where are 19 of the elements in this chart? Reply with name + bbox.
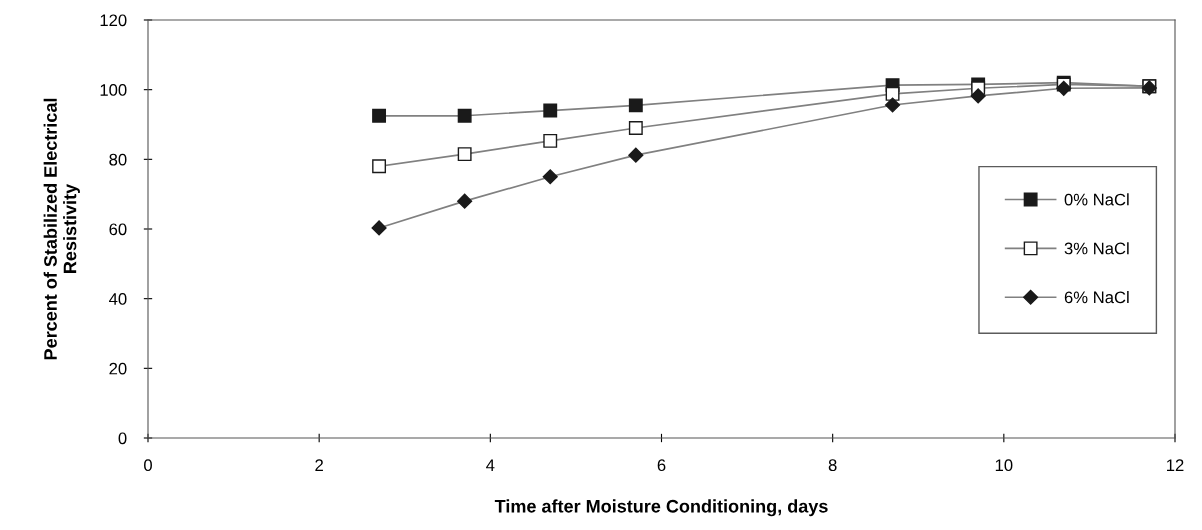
y-axis-title: Percent of Stabilized Electrical Resistivity bbox=[43, 98, 80, 360]
x-axis-title: Time after Moisture Conditioning, days bbox=[494, 499, 828, 517]
y-tick-label: 120 bbox=[100, 14, 127, 27]
y-tick-label: 40 bbox=[109, 293, 127, 305]
y-tick-label: 60 bbox=[109, 223, 127, 236]
y-tick-label: 0 bbox=[118, 432, 127, 445]
x-tick-label: 10 bbox=[995, 459, 1013, 472]
x-tick-label: 6 bbox=[657, 459, 666, 472]
y-tick-label: 100 bbox=[100, 84, 127, 96]
x-tick-label: 4 bbox=[486, 459, 495, 471]
x-tick-label: 2 bbox=[315, 459, 323, 471]
y-tick-label: 20 bbox=[109, 362, 127, 375]
legend-label: 3% NaCl bbox=[1064, 242, 1129, 255]
y-tick-label: 80 bbox=[109, 153, 127, 166]
legend-label: 0% NaCl bbox=[1064, 193, 1129, 206]
x-tick-label: 12 bbox=[1167, 459, 1184, 471]
x-tick-label: 0 bbox=[144, 459, 152, 472]
x-tick-label: 8 bbox=[828, 459, 837, 472]
legend-label: 6% NaCl bbox=[1064, 291, 1129, 304]
